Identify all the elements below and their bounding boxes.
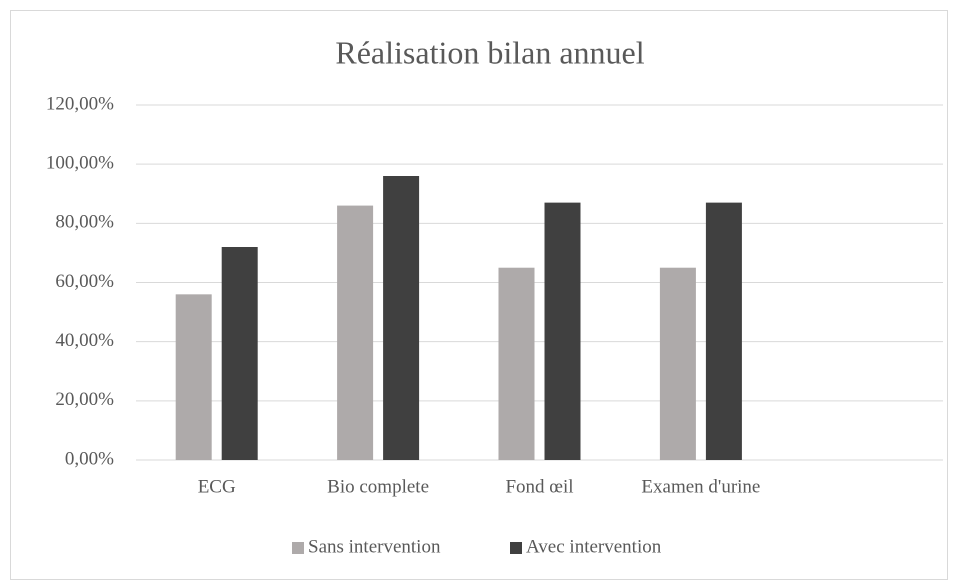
bar xyxy=(498,267,535,460)
bar xyxy=(705,202,742,460)
x-tick-label: Bio complete xyxy=(327,476,429,497)
bar xyxy=(659,267,696,460)
bar xyxy=(221,247,258,460)
legend-swatch xyxy=(510,542,522,554)
x-tick-label: Examen d'urine xyxy=(641,476,760,497)
legend-label: Sans intervention xyxy=(308,536,441,557)
chart-title: Réalisation bilan annuel xyxy=(335,34,644,70)
y-tick-label: 60,00% xyxy=(55,271,114,292)
y-tick-label: 0,00% xyxy=(65,448,114,469)
x-tick-label: ECG xyxy=(198,476,236,497)
legend-swatch xyxy=(292,542,304,554)
y-tick-label: 100,00% xyxy=(46,153,114,174)
bar xyxy=(175,294,212,460)
y-tick-label: 120,00% xyxy=(46,93,114,114)
bar xyxy=(544,202,581,460)
chart-border xyxy=(10,10,948,580)
y-tick-label: 20,00% xyxy=(55,389,114,410)
bar xyxy=(383,176,420,460)
y-tick-label: 80,00% xyxy=(55,212,114,233)
bar xyxy=(337,205,374,460)
y-tick-label: 40,00% xyxy=(55,330,114,351)
legend-label: Avec intervention xyxy=(526,536,662,557)
x-tick-label: Fond œil xyxy=(505,476,573,497)
